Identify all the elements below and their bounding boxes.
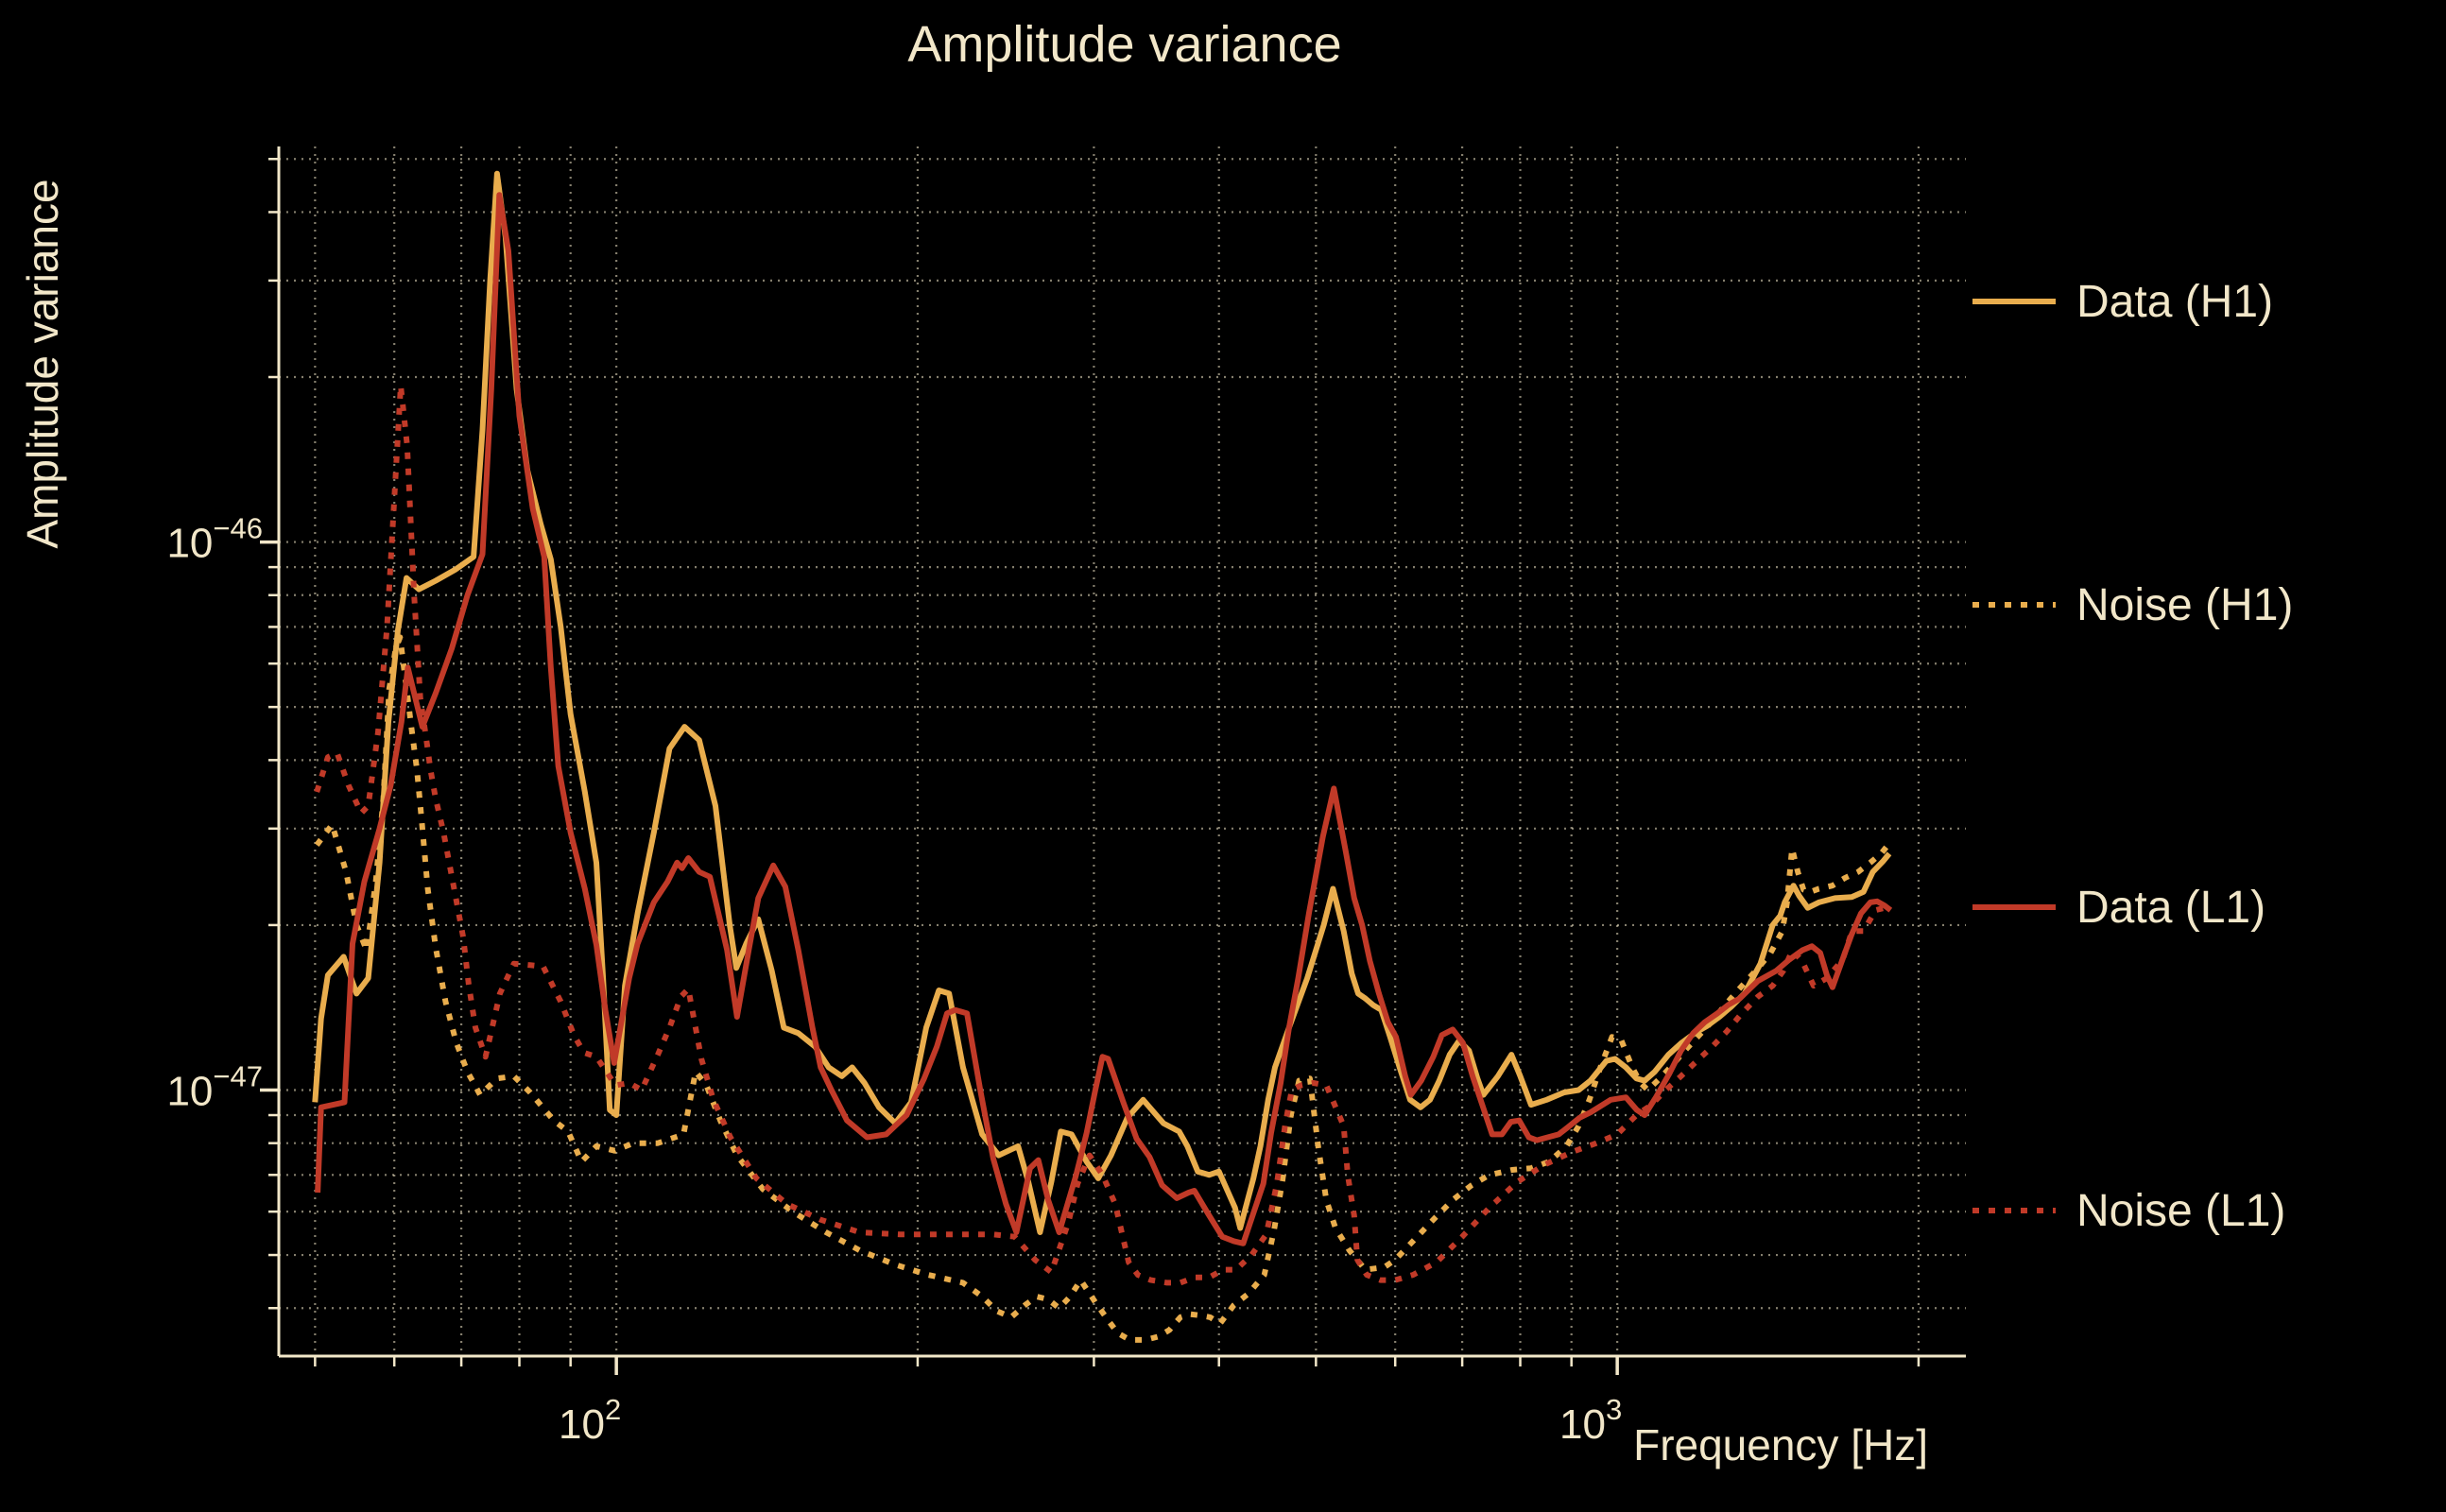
legend-line-sample <box>1972 904 2056 910</box>
series-line-noise-h1 <box>314 634 1892 1343</box>
gridlines <box>279 146 1966 1356</box>
series-line-noise-l1 <box>314 383 1886 1286</box>
legend-item-noise-h1: Noise (H1) <box>1972 576 2293 633</box>
legend-item-noise-l1: Noise (L1) <box>1972 1182 2285 1239</box>
chart-title: Amplitude variance <box>907 16 1342 73</box>
axis-ticks <box>260 157 1921 1375</box>
y-tick-label: 10−47 <box>166 1059 263 1114</box>
legend-label: Data (L1) <box>2076 882 2266 933</box>
legend-item-data-l1: Data (L1) <box>1972 879 2265 936</box>
legend-line-sample <box>1972 602 2056 608</box>
legend-label: Data (H1) <box>2076 276 2274 327</box>
legend-line-sample <box>1972 1208 2056 1213</box>
legend-item-data-h1: Data (H1) <box>1972 273 2273 330</box>
y-tick-label: 10−46 <box>166 512 263 567</box>
x-tick-label: 103 <box>1559 1393 1622 1448</box>
series-line-data-h1 <box>312 170 1892 1235</box>
legend-line-sample <box>1972 299 2056 304</box>
x-tick-label: 102 <box>559 1393 621 1448</box>
series-line-data-l1 <box>315 192 1893 1246</box>
x-axis-label: Frequency [Hz] <box>1633 1420 1928 1469</box>
legend-label: Noise (H1) <box>2076 579 2294 630</box>
legend-label: Noise (L1) <box>2076 1185 2286 1236</box>
